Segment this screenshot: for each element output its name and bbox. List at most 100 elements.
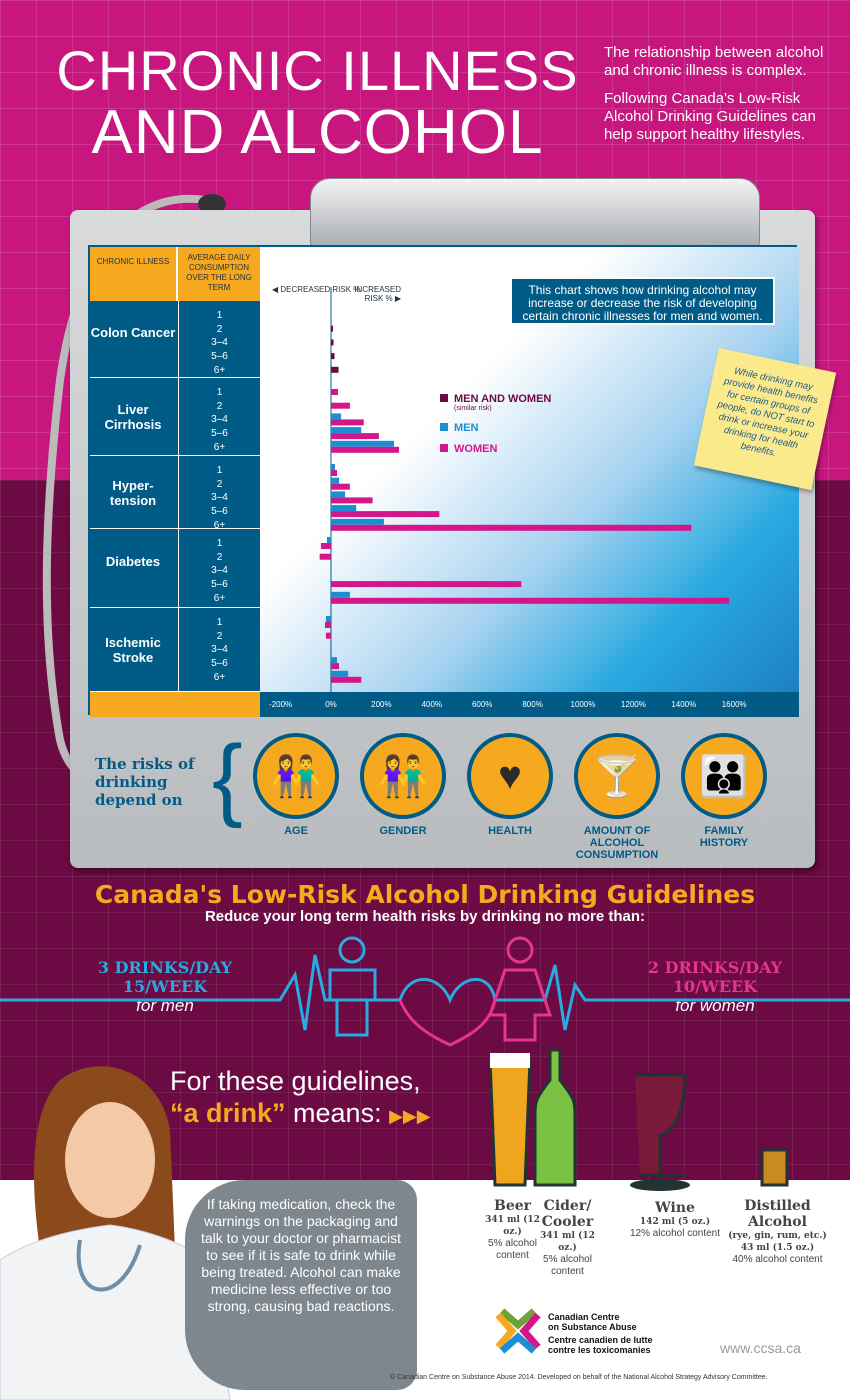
risk-factor: 👫 AGE — [251, 733, 341, 837]
table-row: Ischemic Stroke 1 2 3–4 5–6 6+ — [90, 608, 260, 692]
x-tick-label: 800% — [522, 700, 543, 709]
bar-women — [331, 419, 364, 426]
drink-item: Distilled Alcohol (rye, gin, rum, etc.) 43… — [728, 1198, 827, 1265]
table-row: Diabetes 1 2 3–4 5–6 6+ — [90, 529, 260, 608]
couple-icon: 👫 — [360, 733, 446, 819]
clipboard-clip — [310, 178, 760, 248]
doctor-illustration — [0, 1066, 231, 1400]
drink-item: Wine 142 ml (5 oz.) 12% alcohol content — [629, 1200, 721, 1239]
bar-women — [331, 402, 350, 409]
risk-factor: ♥ HEALTH — [465, 733, 555, 837]
risk-factor: 👪 FAMILY HISTORY — [679, 733, 769, 849]
levels: 1 2 3–4 5–6 6+ — [178, 378, 260, 455]
copyright: © Canadian Centre on Substance Abuse 201… — [390, 1374, 768, 1381]
table-footer — [90, 692, 260, 717]
level-label: 6+ — [213, 519, 226, 531]
level-label: 2 — [216, 478, 223, 490]
heart-check-icon: ♥ — [467, 733, 553, 819]
bar-women — [331, 524, 692, 531]
level-label: 1 — [216, 465, 223, 476]
illness-name: Ischemic Stroke — [105, 635, 161, 665]
bar-men — [331, 670, 349, 677]
level-label: 2 — [216, 323, 223, 335]
bar-women — [331, 470, 338, 476]
illness-name: Colon Cancer — [90, 324, 176, 340]
legend-swatch — [440, 444, 448, 452]
level-label: 1 — [216, 310, 223, 321]
guidelines-subtitle: Reduce your long term health risks by dr… — [204, 908, 646, 925]
level-label: 3–4 — [211, 337, 228, 349]
bar-women — [324, 622, 331, 628]
level-label: 2 — [216, 400, 223, 412]
table-row: Colon Cancer 1 2 3–4 5–6 6+ — [90, 301, 260, 378]
family-icon: 👪 — [681, 733, 767, 819]
bar-men-and-women — [331, 325, 334, 332]
illness-name: Diabetes — [105, 553, 161, 569]
illness-name: Hyper-tension — [109, 477, 157, 508]
legend-item: MEN AND WOMEN (similar risk) — [440, 393, 551, 412]
level-label: 5–6 — [211, 579, 228, 591]
increased-label: INCREASED RISK % ▶ — [354, 285, 401, 303]
people-icon: 👫 — [253, 733, 339, 819]
levels: 1 2 3–4 5–6 6+ — [178, 608, 260, 691]
bar-men — [331, 591, 350, 598]
intro-text-2: Following Canada's Low-Risk Alcohol Drin… — [604, 90, 816, 143]
bar-men — [331, 464, 336, 470]
level-label: 6+ — [213, 592, 226, 604]
drinks-illustration — [488, 1048, 789, 1191]
heartbeat-line-icon — [0, 936, 850, 1047]
level-label: 3–4 — [211, 492, 228, 504]
bar-men — [331, 440, 394, 447]
website-link[interactable]: www.ccsa.ca — [720, 1340, 801, 1356]
column-header-consumption: AVERAGE DAILY CONSUMPTION OVER THE LONG … — [178, 247, 260, 301]
x-tick-label: -200% — [269, 700, 293, 709]
intro-text-1: The relationship between alcohol and chr… — [604, 44, 824, 79]
guidelines-title: Canada's Low-Risk Alcohol Drinking Guide… — [94, 880, 756, 909]
x-axis: -200% 0% 200% 400% 600% 800% 1000% 1200% 1400% 16… — [260, 692, 799, 717]
bar-chart — [319, 287, 730, 692]
level-label: 3–4 — [211, 565, 228, 577]
level-label: 5–6 — [211, 428, 228, 440]
drink-item: Cider/ Cooler 341 ml (12 oz.) 5% alcohol c… — [540, 1198, 595, 1277]
page-title: CHRONIC ILLNESS AND ALCOHOL — [40, 40, 595, 164]
bar-women — [331, 483, 350, 490]
x-tick-label: 1400% — [671, 700, 697, 709]
bar-women — [331, 433, 379, 440]
chart-note: This chart shows how drinking alcohol ma… — [510, 277, 775, 325]
chart-panel: CHRONIC ILLNESS AVERAGE DAILY CONSUMPTIO… — [88, 245, 837, 717]
bar-women — [331, 497, 373, 504]
bar-women — [331, 663, 340, 670]
risks-title: The risks of drinking depend on — [95, 755, 195, 809]
bar-women — [320, 543, 331, 549]
level-label: 1 — [216, 538, 223, 549]
sticky-note: While drinking may provide health benefi… — [693, 347, 837, 491]
legend-swatch — [440, 423, 448, 431]
x-tick-label: 600% — [471, 700, 493, 709]
bar-women — [319, 553, 331, 560]
risk-factor: 👫 GENDER — [358, 733, 448, 837]
ccsa-name: Canadian Centre on Substance Abuse Centre … — [548, 1312, 653, 1355]
levels: 1 2 3–4 5–6 6+ — [178, 529, 260, 607]
decreased-label: ◀ DECREASED RISK % — [272, 285, 361, 294]
level-label: 6+ — [213, 364, 226, 376]
x-tick-label: 0% — [325, 700, 337, 709]
drink-item: Beer 341 ml (12 oz.) 5% alcohol content — [485, 1198, 540, 1261]
x-tick-label: 200% — [371, 700, 392, 709]
level-label: 3–4 — [211, 644, 228, 656]
bar-women — [331, 581, 522, 588]
illness-name: Liver Cirrhosis — [104, 402, 162, 432]
levels: 1 2 3–4 5–6 6+ — [178, 456, 260, 531]
column-header-illness: CHRONIC ILLNESS — [90, 247, 176, 301]
table-row: Liver Cirrhosis 1 2 3–4 5–6 6+ — [90, 378, 260, 456]
levels: 1 2 3–4 5–6 6+ — [178, 301, 260, 377]
drink-definition: For these guidelines, “a drink” means: ▶▶… — [170, 1066, 431, 1128]
legend-swatch — [440, 394, 448, 402]
glasses-icon: 🍸 — [574, 733, 660, 819]
arrows-icon: ▶▶▶ — [389, 1106, 431, 1126]
level-label: 2 — [216, 630, 223, 642]
bar-women — [325, 632, 331, 639]
level-label: 1 — [216, 617, 223, 628]
bar-men — [326, 537, 331, 543]
level-label: 1 — [216, 387, 223, 398]
risk-factor: 🍸 AMOUNT OF ALCOHOL CONSUMPTION — [572, 733, 662, 861]
